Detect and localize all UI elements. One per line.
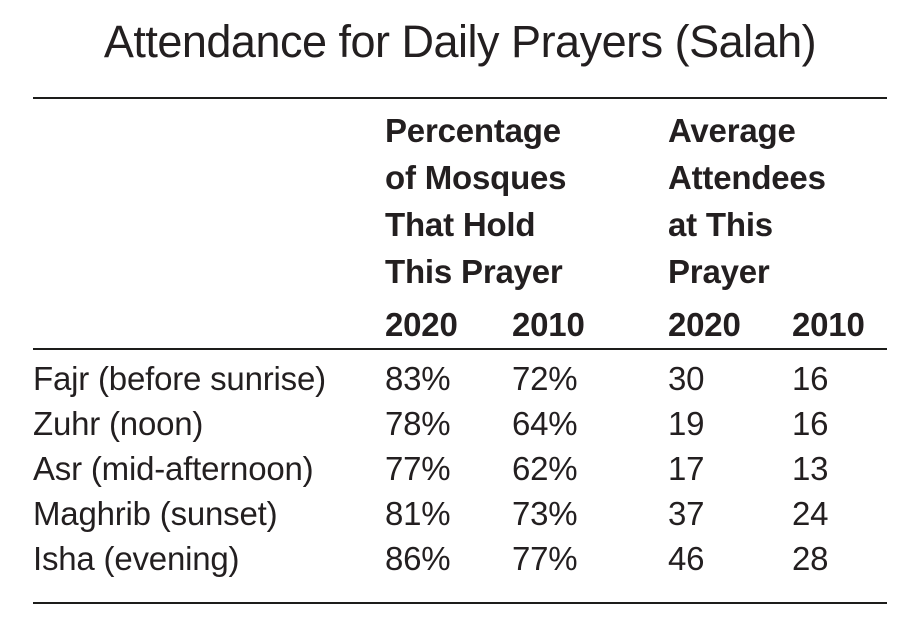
prayer-name-cell: Fajr (before sunrise) bbox=[33, 360, 326, 397]
prayer-name-cell: Isha (evening) bbox=[33, 540, 240, 577]
value-cell: 28 bbox=[792, 540, 829, 577]
value-cell: 16 bbox=[792, 360, 829, 397]
value-cell: 19 bbox=[668, 405, 705, 442]
year-header-avg-2020: 2020 bbox=[668, 306, 741, 343]
value-cell: 37 bbox=[668, 495, 705, 532]
value-cell: 30 bbox=[668, 360, 705, 397]
table-header: Percentage of Mosques That Hold This Pra… bbox=[33, 107, 887, 347]
value-cell: 86% bbox=[385, 540, 451, 577]
value-cell: 72% bbox=[512, 360, 578, 397]
column-group-header-average: Average Attendees at This Prayer bbox=[668, 112, 826, 290]
value-cell: 24 bbox=[792, 495, 829, 532]
top-rule bbox=[33, 97, 887, 99]
value-cell: 83% bbox=[385, 360, 451, 397]
table-body: Fajr (before sunrise) 83% 72% 30 16 Zuhr… bbox=[33, 356, 887, 581]
value-cell: 46 bbox=[668, 540, 705, 577]
value-cell: 17 bbox=[668, 450, 705, 487]
value-cell: 13 bbox=[792, 450, 829, 487]
value-cell: 77% bbox=[385, 450, 451, 487]
prayer-name-cell: Maghrib (sunset) bbox=[33, 495, 278, 532]
bottom-rule bbox=[33, 602, 887, 604]
header-divider-rule bbox=[33, 348, 887, 350]
year-header-pct-2020: 2020 bbox=[385, 306, 458, 343]
value-cell: 78% bbox=[385, 405, 451, 442]
value-cell: 81% bbox=[385, 495, 451, 532]
value-cell: 62% bbox=[512, 450, 578, 487]
value-cell: 64% bbox=[512, 405, 578, 442]
value-cell: 73% bbox=[512, 495, 578, 532]
year-header-pct-2010: 2010 bbox=[512, 306, 585, 343]
year-header-avg-2010: 2010 bbox=[792, 306, 865, 343]
prayer-name-cell: Asr (mid-afternoon) bbox=[33, 450, 314, 487]
value-cell: 16 bbox=[792, 405, 829, 442]
value-cell: 77% bbox=[512, 540, 578, 577]
page-title: Attendance for Daily Prayers (Salah) bbox=[103, 16, 817, 67]
column-group-header-percentage: Percentage of Mosques That Hold This Pra… bbox=[385, 112, 567, 290]
prayer-name-cell: Zuhr (noon) bbox=[33, 405, 204, 442]
